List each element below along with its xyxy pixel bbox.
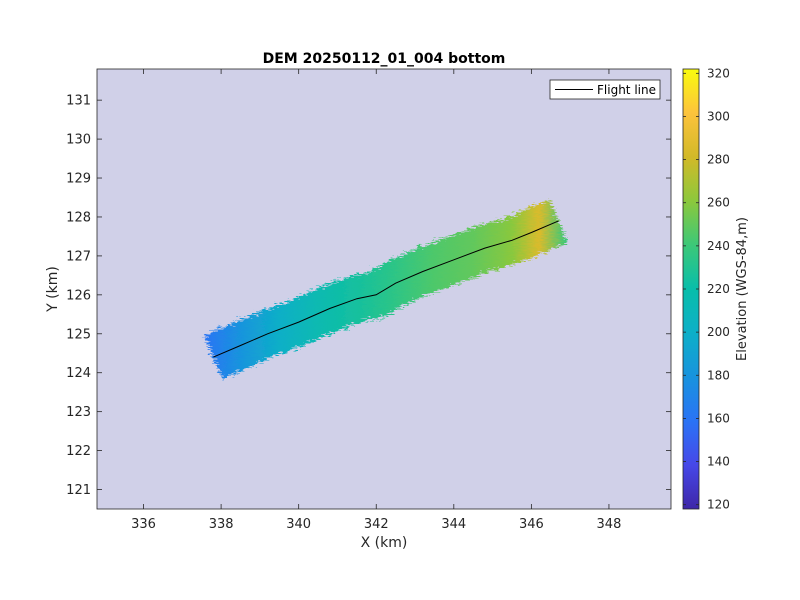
colorbar-tick-label: 240 — [707, 239, 730, 253]
x-tick-label: 340 — [286, 517, 311, 532]
y-tick-label: 128 — [66, 210, 91, 225]
x-axis: 336 338 340 342 344 346 348 — [131, 69, 621, 532]
y-tick-label: 121 — [66, 483, 91, 498]
x-tick-label: 344 — [441, 517, 466, 532]
y-tick-label: 127 — [66, 249, 91, 264]
y-tick-label: 123 — [66, 405, 91, 420]
x-tick-label: 338 — [209, 517, 234, 532]
y-tick-label: 126 — [66, 288, 91, 303]
plot-area — [96, 68, 672, 510]
colorbar-tick-label: 200 — [707, 325, 730, 339]
legend-box — [549, 79, 661, 100]
x-tick-label: 346 — [519, 517, 544, 532]
plot-frame — [96, 68, 672, 510]
legend-label-flight-line: Flight line — [597, 83, 656, 97]
y-tick-label: 122 — [66, 444, 91, 459]
y-tick-label: 129 — [66, 172, 91, 187]
colorbar-tick-label: 160 — [707, 411, 730, 425]
colorbar-label: Elevation (WGS-84,m) — [735, 217, 750, 361]
colorbar-tick-label: 220 — [707, 282, 730, 296]
colorbar-ticks: 120 140 160 180 200 220 240 260 280 300 320 — [683, 66, 730, 512]
chart-title: DEM 20250112_01_004 bottom — [263, 51, 506, 67]
x-tick-label: 342 — [364, 517, 389, 532]
legend: Flight line — [549, 79, 661, 100]
colorbar: 120 140 160 180 200 220 240 260 280 300 320 Elevat… — [682, 66, 750, 512]
y-tick-label: 130 — [66, 133, 91, 148]
y-tick-label: 124 — [66, 366, 91, 381]
colorbar-tick-label: 280 — [707, 153, 730, 167]
colorbar-tick-label: 320 — [707, 66, 730, 80]
colorbar-tick-label: 140 — [707, 455, 730, 469]
y-axis-label: Y (km) — [45, 266, 61, 313]
colorbar-tick-label: 120 — [707, 498, 730, 512]
series-line-flight-line — [213, 220, 559, 358]
x-axis-label: X (km) — [361, 535, 408, 551]
y-axis: 121 122 123 124 125 126 127 128 129 130 131 — [66, 94, 671, 498]
y-tick-label: 125 — [66, 327, 91, 342]
x-tick-label: 336 — [131, 517, 156, 532]
y-tick-label: 131 — [66, 94, 91, 109]
colorbar-tick-label: 260 — [707, 196, 730, 210]
colorbar-tick-label: 300 — [707, 109, 730, 123]
colorbar-tick-label: 180 — [707, 368, 730, 382]
x-tick-label: 348 — [597, 517, 622, 532]
